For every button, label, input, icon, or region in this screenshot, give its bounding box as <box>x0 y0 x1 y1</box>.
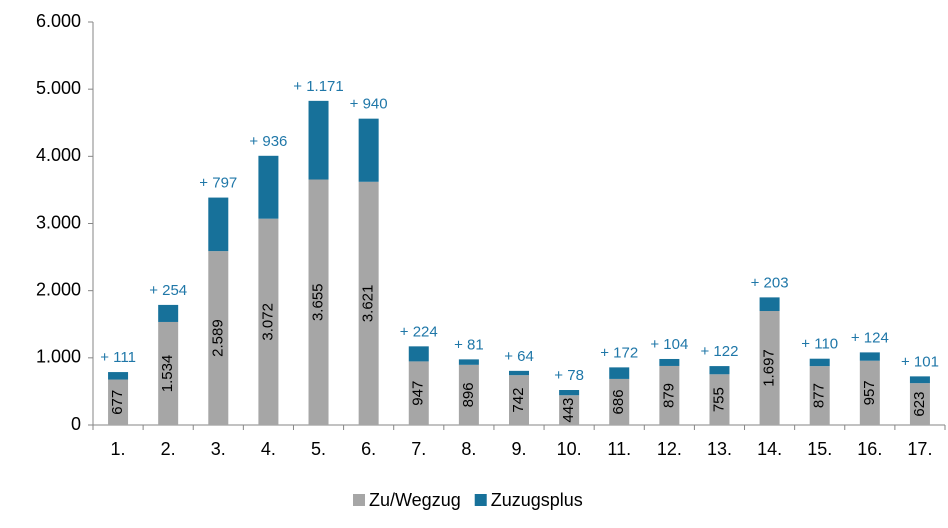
bar-segment <box>809 366 830 425</box>
value-label: + 122 <box>700 343 738 360</box>
bar-segment <box>108 379 129 425</box>
bar-segment <box>709 374 730 425</box>
x-tick-label: 9. <box>511 439 526 459</box>
x-tick-label: 14. <box>757 439 782 459</box>
bar-segment <box>559 395 580 425</box>
value-label: 686 <box>610 389 627 414</box>
value-label: + 1.171 <box>293 78 343 95</box>
value-label: 755 <box>710 387 727 412</box>
x-tick-label: 2. <box>161 439 176 459</box>
value-label: + 940 <box>350 96 388 113</box>
bar-segment <box>258 155 279 219</box>
bar-segment <box>709 366 730 375</box>
value-label: + 797 <box>199 175 237 192</box>
value-label: 677 <box>109 390 126 415</box>
y-tick-label: 2.000 <box>36 279 81 299</box>
value-label: + 224 <box>400 323 438 340</box>
x-tick-label: 13. <box>707 439 732 459</box>
value-label: 957 <box>861 380 878 405</box>
x-tick-label: 11. <box>607 439 631 459</box>
x-tick-label: 3. <box>211 439 226 459</box>
bar-segment <box>609 367 630 379</box>
value-label: + 936 <box>249 133 287 150</box>
value-label: 3.655 <box>309 283 326 321</box>
bar-segment <box>859 360 880 425</box>
value-label: 1.534 <box>159 355 176 393</box>
value-label: + 111 <box>100 349 136 366</box>
bar-segment <box>509 370 529 376</box>
value-label: 877 <box>811 383 828 408</box>
value-label: 2.589 <box>209 319 226 357</box>
x-tick-label: 1. <box>111 439 126 459</box>
y-tick-label: 5.000 <box>36 78 81 98</box>
value-label: 1.697 <box>761 349 778 387</box>
bar-segment <box>559 390 580 396</box>
bar-segment <box>458 359 479 365</box>
value-label: + 64 <box>504 348 534 365</box>
x-tick-label: 7. <box>411 439 426 459</box>
legend-label: Zuzugsplus <box>491 490 583 510</box>
bar-segment <box>158 304 179 322</box>
bar-segment <box>458 364 479 425</box>
bar-segment <box>909 376 930 384</box>
bar-segment <box>408 361 429 425</box>
legend-swatch <box>474 494 487 506</box>
bar-segment <box>108 372 129 380</box>
value-label: + 172 <box>600 344 638 361</box>
value-label: 3.621 <box>360 285 377 323</box>
y-tick-label: 1.000 <box>36 347 81 367</box>
x-tick-label: 17. <box>907 439 932 459</box>
bar-segment <box>759 311 780 425</box>
value-label: 879 <box>660 383 677 408</box>
bar-segment <box>358 181 379 425</box>
bar-segment <box>659 365 680 425</box>
y-tick-label: 0 <box>71 414 81 434</box>
value-label: 947 <box>410 381 427 406</box>
x-tick-label: 16. <box>857 439 882 459</box>
value-label: 443 <box>560 398 577 423</box>
bar-segment <box>859 352 880 361</box>
bar-segment <box>609 378 630 425</box>
x-tick-label: 8. <box>461 439 476 459</box>
y-tick-label: 6.000 <box>36 11 81 31</box>
x-tick-label: 6. <box>361 439 376 459</box>
x-tick-label: 15. <box>807 439 832 459</box>
y-tick-label: 3.000 <box>36 212 81 232</box>
value-label: + 254 <box>149 282 187 299</box>
value-label: + 101 <box>901 353 939 370</box>
x-tick-label: 5. <box>311 439 326 459</box>
value-label: + 78 <box>554 367 584 384</box>
x-tick-label: 4. <box>261 439 276 459</box>
bar-segment <box>258 218 279 425</box>
value-label: + 110 <box>801 336 838 353</box>
bar-segment <box>909 383 930 425</box>
value-label: 742 <box>510 388 527 413</box>
bar-segment <box>759 297 780 312</box>
legend-swatch <box>353 494 365 506</box>
bar-segment <box>208 251 229 425</box>
value-label: 896 <box>460 382 477 407</box>
bar-segment <box>809 358 830 367</box>
x-tick-label: 10. <box>557 439 582 459</box>
bar-segment <box>158 321 179 425</box>
value-label: + 203 <box>751 274 789 291</box>
bar-segment <box>308 179 329 425</box>
x-tick-label: 12. <box>657 439 682 459</box>
value-label: 3.072 <box>259 303 276 341</box>
value-label: + 124 <box>851 329 889 346</box>
value-label: + 104 <box>650 336 688 353</box>
legend-label: Zu/Wegzug <box>369 490 461 510</box>
value-label: 623 <box>911 392 928 417</box>
bar-segment <box>358 118 379 182</box>
bar-segment <box>208 197 229 252</box>
y-tick-label: 4.000 <box>36 145 81 165</box>
bar-segment <box>659 358 680 366</box>
value-label: + 81 <box>454 336 484 353</box>
bar-segment <box>408 346 429 362</box>
bar-segment <box>509 375 529 425</box>
bar-segment <box>308 100 329 180</box>
